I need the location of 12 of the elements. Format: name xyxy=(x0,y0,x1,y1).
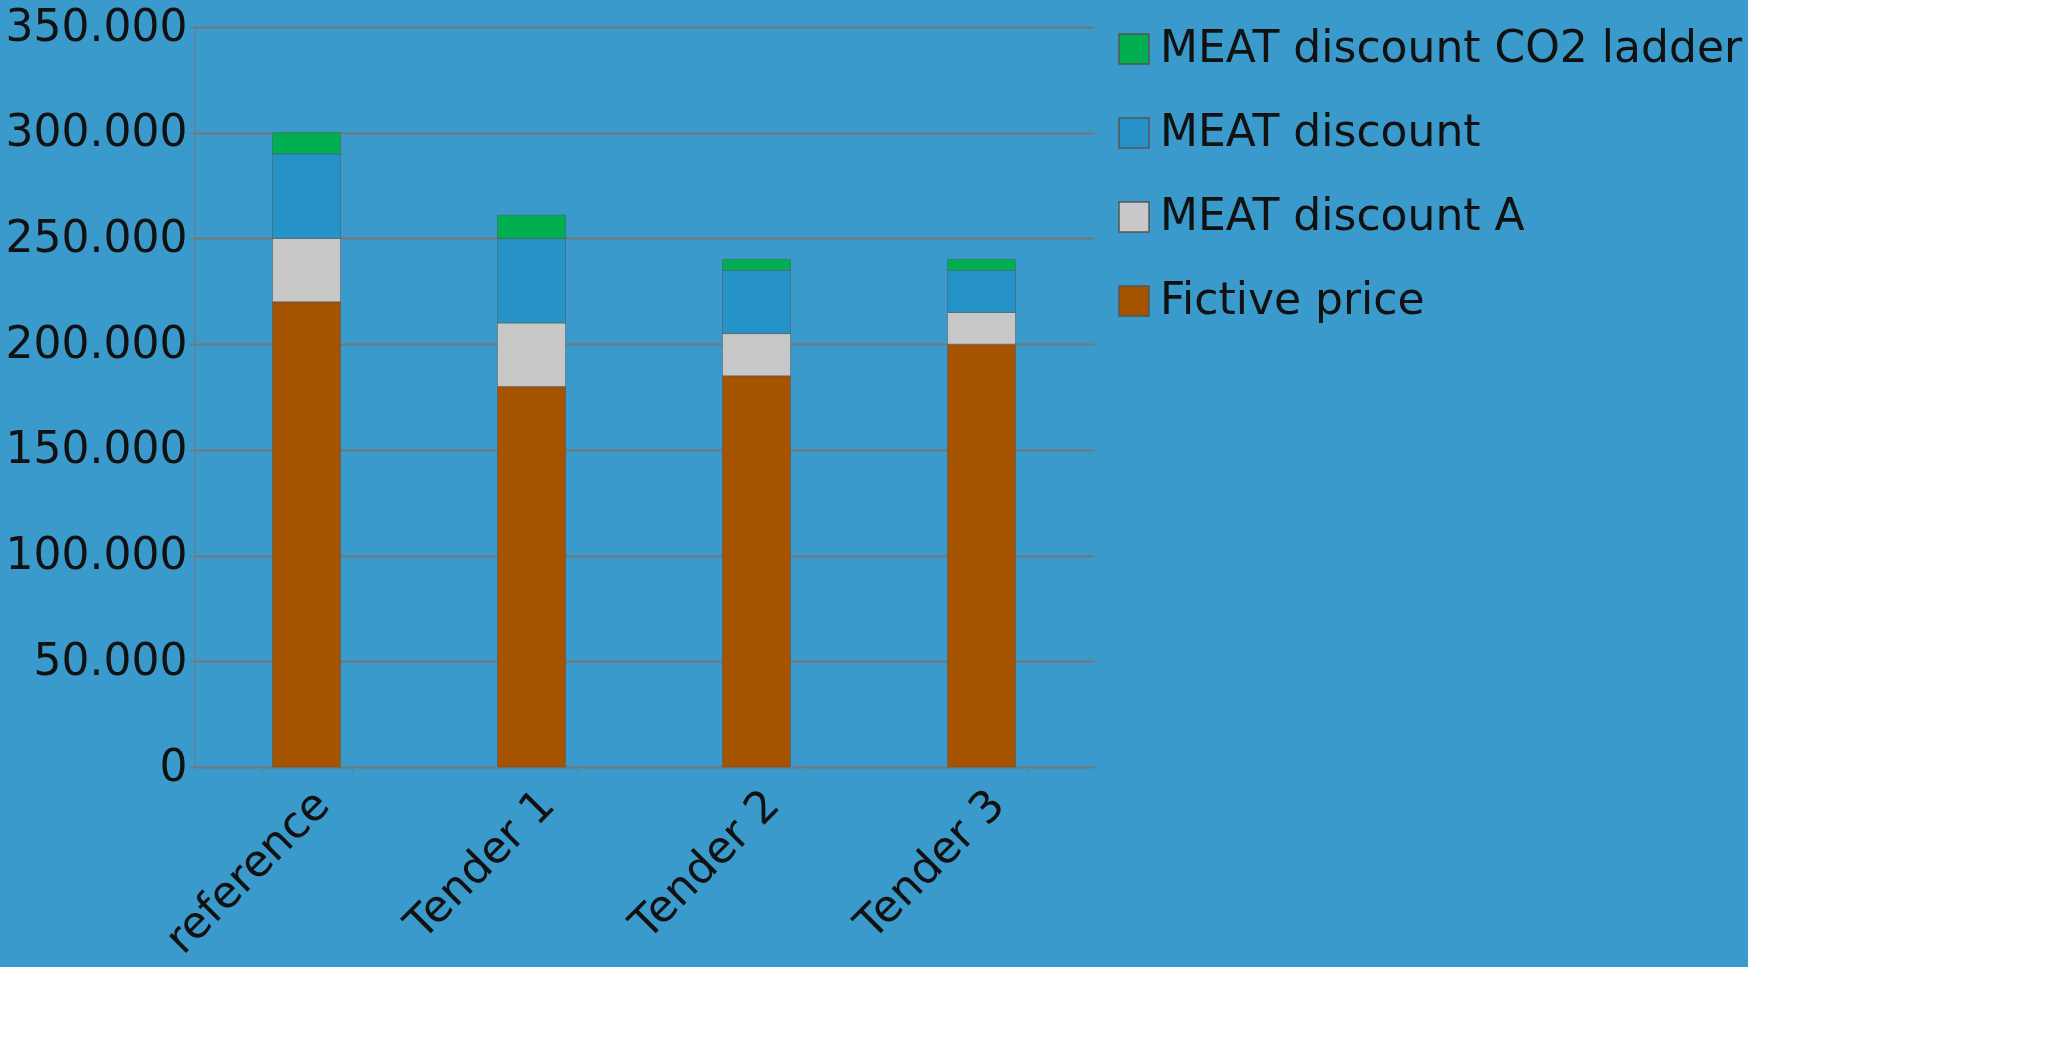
legend-label: MEAT discount A xyxy=(1160,189,1525,240)
legend-label: Fictive price xyxy=(1160,273,1425,324)
y-tick-label: 200.000 xyxy=(5,316,188,368)
y-tick-label: 50.000 xyxy=(33,633,188,685)
y-tick-label: 350.000 xyxy=(5,0,188,51)
y-tick-label: 100.000 xyxy=(5,528,188,580)
y-tick-label: 0 xyxy=(159,739,188,791)
legend-label: MEAT discount CO2 ladder xyxy=(1160,21,1743,72)
y-tick-label: 150.000 xyxy=(5,422,188,474)
legend-label: MEAT discount xyxy=(1160,105,1481,156)
y-tick-label: 250.000 xyxy=(5,210,188,262)
y-tick-label: 300.000 xyxy=(5,105,188,157)
